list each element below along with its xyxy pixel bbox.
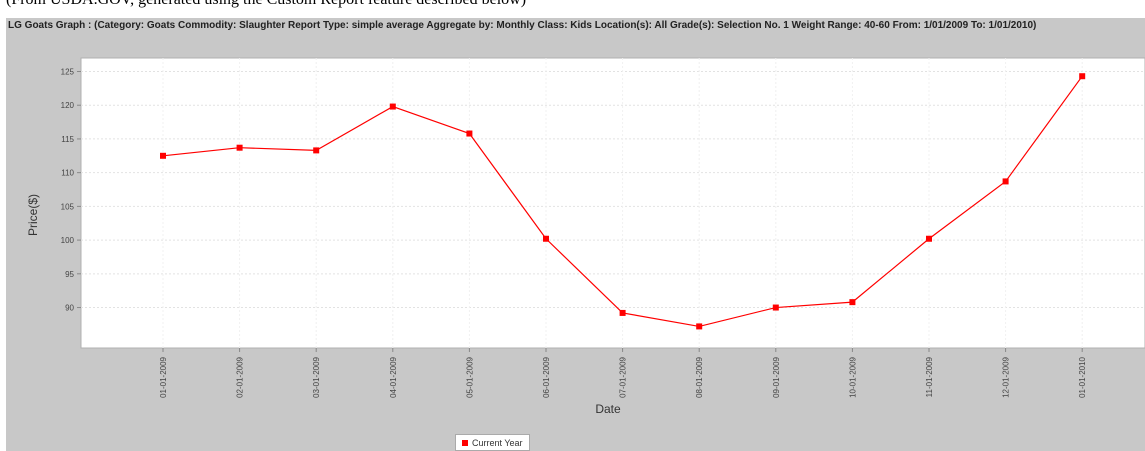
y-tick-label: 115 bbox=[61, 135, 74, 144]
x-tick-label: 09-01-2009 bbox=[772, 356, 781, 397]
data-point bbox=[772, 304, 779, 311]
y-tick-label: 95 bbox=[65, 270, 74, 279]
chart-panel: LG Goats Graph : (Category: Goats Commod… bbox=[6, 18, 1145, 451]
x-tick-label: 08-01-2009 bbox=[695, 356, 704, 397]
y-tick-label: 110 bbox=[61, 169, 74, 178]
data-point bbox=[696, 323, 703, 330]
x-tick-label: 04-01-2009 bbox=[389, 356, 398, 397]
x-axis-ticks: 01-01-2009 02-01-2009 03-01-2009 04-01-2009… bbox=[159, 348, 1087, 398]
x-tick-label: 05-01-2009 bbox=[465, 356, 474, 397]
y-tick-label: 100 bbox=[61, 236, 75, 245]
y-tick-label: 120 bbox=[61, 101, 75, 110]
x-tick-label: 01-01-2010 bbox=[1078, 356, 1087, 397]
y-tick-label: 90 bbox=[65, 304, 74, 313]
x-tick-label: 02-01-2009 bbox=[236, 356, 245, 397]
x-tick-label: 10-01-2009 bbox=[848, 356, 857, 397]
chart-title: LG Goats Graph : (Category: Goats Commod… bbox=[8, 20, 1037, 31]
x-tick-label: 11-01-2009 bbox=[925, 356, 934, 397]
x-tick-label: 01-01-2009 bbox=[159, 356, 168, 397]
legend-swatch bbox=[462, 439, 468, 446]
data-point bbox=[849, 299, 856, 306]
data-point bbox=[236, 144, 243, 151]
x-axis-title: Date bbox=[595, 402, 621, 416]
y-axis-title: Price($) bbox=[26, 194, 40, 236]
data-point bbox=[160, 152, 166, 159]
chart-legend: Current Year bbox=[455, 434, 530, 451]
gridlines bbox=[81, 58, 1145, 348]
series-current-year bbox=[160, 73, 1086, 330]
x-tick-label: 06-01-2009 bbox=[542, 356, 551, 397]
chart-svg: 90 95 100 105 110 115 120 125 01-01-2009 02-01-2… bbox=[26, 57, 1145, 416]
y-tick-label: 125 bbox=[61, 67, 75, 76]
y-axis-ticks: 90 95 100 105 110 115 120 125 bbox=[61, 67, 81, 313]
data-point bbox=[926, 235, 932, 242]
data-point bbox=[619, 309, 626, 316]
data-point bbox=[389, 103, 396, 110]
data-point bbox=[1079, 73, 1086, 80]
data-point bbox=[1002, 178, 1009, 185]
data-point bbox=[313, 147, 320, 154]
figure-caption: (From USDA.GOV, generated using the Cust… bbox=[6, 0, 526, 9]
legend-label: Current Year bbox=[472, 437, 523, 448]
data-point bbox=[466, 130, 473, 137]
plot-area bbox=[80, 57, 1145, 349]
data-point bbox=[543, 235, 549, 242]
x-tick-label: 07-01-2009 bbox=[619, 356, 628, 397]
x-tick-label: 12-01-2009 bbox=[1002, 356, 1011, 397]
x-tick-label: 03-01-2009 bbox=[312, 356, 321, 397]
y-tick-label: 105 bbox=[61, 202, 75, 211]
